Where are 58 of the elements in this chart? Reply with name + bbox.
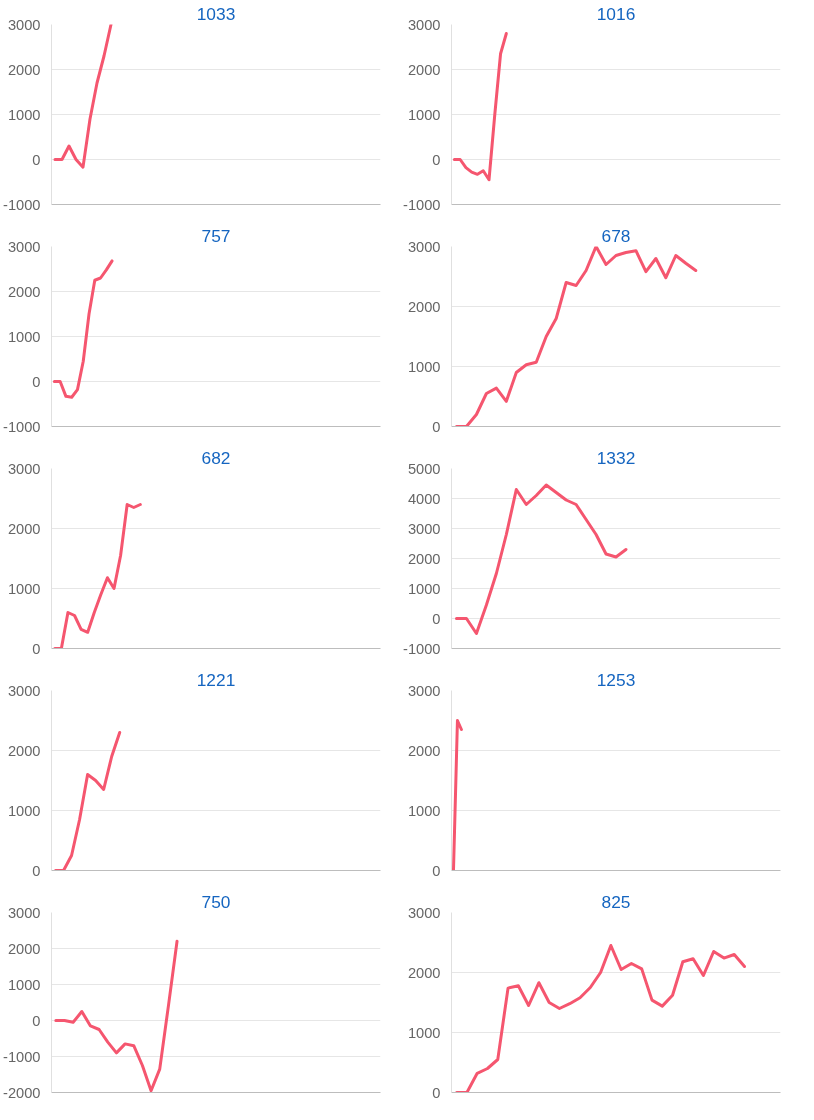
chart-title: 750 — [201, 891, 231, 912]
chart-title: 1253 — [596, 669, 636, 690]
y-tick-label: 0 — [32, 373, 41, 390]
y-tick-label: -1000 — [3, 1048, 41, 1065]
chart-title: 757 — [201, 225, 231, 246]
y-tick-label: 2000 — [407, 61, 441, 78]
y-tick-label: 0 — [32, 151, 41, 168]
y-tick-label: 0 — [32, 640, 41, 657]
y-tick-label: 3000 — [7, 16, 41, 33]
y-tick-label: 2000 — [7, 940, 41, 957]
y-tick-label: 1000 — [7, 976, 41, 993]
y-tick-label: 0 — [432, 1084, 441, 1101]
y-tick-label: 1000 — [7, 106, 41, 123]
y-tick-label: 1000 — [7, 580, 41, 597]
y-tick-label: -1000 — [3, 196, 41, 213]
y-tick-label: 3000 — [7, 904, 41, 921]
y-tick-label: 2000 — [7, 283, 41, 300]
y-tick-label: 0 — [432, 418, 441, 435]
y-tick-label: 1000 — [407, 580, 441, 597]
y-tick-label: 2000 — [407, 550, 441, 567]
y-tick-label: 3000 — [7, 682, 41, 699]
y-tick-label: 1000 — [7, 802, 41, 819]
chart-title: 1033 — [196, 3, 236, 24]
y-tick-label: 3000 — [7, 238, 41, 255]
y-tick-label: 0 — [32, 1012, 41, 1029]
y-tick-label: 1000 — [407, 802, 441, 819]
y-tick-label: 2000 — [7, 520, 41, 537]
y-tick-label: 0 — [432, 151, 441, 168]
y-tick-label: 2000 — [7, 61, 41, 78]
y-tick-label: 2000 — [7, 742, 41, 759]
y-tick-label: 1000 — [7, 328, 41, 345]
chart-title: 1221 — [196, 669, 236, 690]
y-tick-label: 0 — [432, 610, 441, 627]
y-tick-label: 3000 — [407, 238, 441, 255]
y-tick-label: 5000 — [407, 460, 441, 477]
y-tick-label: 1000 — [407, 358, 441, 375]
chart-title: 678 — [601, 225, 631, 246]
y-tick-label: -2000 — [3, 1084, 41, 1101]
y-tick-label: 3000 — [407, 904, 441, 921]
y-tick-label: 3000 — [7, 460, 41, 477]
y-tick-label: -1000 — [403, 196, 441, 213]
y-tick-label: 2000 — [407, 964, 441, 981]
y-tick-label: 3000 — [407, 682, 441, 699]
chart-title: 1332 — [596, 447, 636, 468]
y-tick-label: 1000 — [407, 106, 441, 123]
chart-title: 825 — [601, 891, 631, 912]
y-tick-label: 0 — [32, 862, 41, 879]
y-tick-label: 2000 — [407, 742, 441, 759]
y-tick-label: 0 — [432, 862, 441, 879]
y-tick-label: 3000 — [407, 16, 441, 33]
chart-title: 682 — [201, 447, 231, 468]
y-tick-label: 1000 — [407, 1024, 441, 1041]
y-tick-label: -1000 — [403, 640, 441, 657]
y-tick-label: 4000 — [407, 490, 441, 507]
y-tick-label: -1000 — [3, 418, 41, 435]
y-tick-label: 2000 — [407, 298, 441, 315]
y-tick-label: 3000 — [407, 520, 441, 537]
chart-title: 1016 — [596, 3, 636, 24]
